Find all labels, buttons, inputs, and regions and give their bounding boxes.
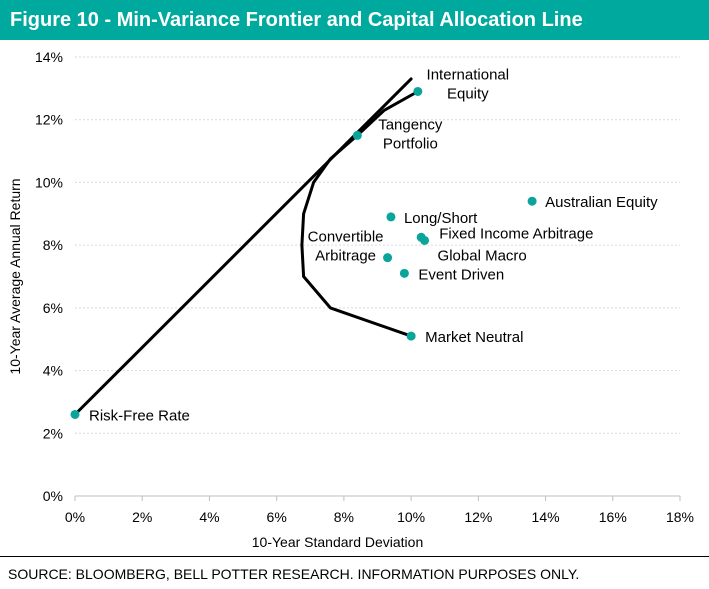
x-tick-label: 8% xyxy=(334,509,354,525)
chart-container: 0% 2% 4% 6% 8% 10% 12% 14% 0% 2% 4% 6% 8% 10% 12% 14% 16… xyxy=(0,40,709,555)
x-axis-title: 10-Year Standard Deviation xyxy=(252,534,424,550)
label-line: Portfolio xyxy=(383,135,438,152)
y-tick-label: 0% xyxy=(43,488,63,504)
x-tick-label: 14% xyxy=(532,509,560,525)
point-convertible-arbitrage xyxy=(383,253,393,263)
y-tick-label: 4% xyxy=(43,363,63,379)
point-event-driven xyxy=(399,268,409,278)
label-line: International xyxy=(427,66,510,83)
point-long-short xyxy=(386,212,396,222)
label-event-driven: Event Driven xyxy=(418,266,504,283)
point-global-macro xyxy=(420,235,430,245)
point-tangency-portfolio xyxy=(352,130,362,140)
figure-title: Figure 10 - Min-Variance Frontier and Ca… xyxy=(0,0,709,40)
label-line: Global Macro xyxy=(438,247,527,264)
label-global-macro: Global Macro xyxy=(438,247,527,264)
chart-svg: 0% 2% 4% 6% 8% 10% 12% 14% 0% 2% 4% 6% 8% 10% 12% 14% 16… xyxy=(7,49,694,550)
label-market-neutral: Market Neutral xyxy=(425,329,523,346)
point-market-neutral xyxy=(406,331,416,341)
label-fixed-income-arbitrage: Fixed Income Arbitrage xyxy=(439,225,593,242)
label-line: Risk-Free Rate xyxy=(89,407,190,424)
point-risk-free-rate xyxy=(70,409,80,419)
y-tick-label: 10% xyxy=(35,174,63,190)
x-tick-label: 12% xyxy=(464,509,492,525)
x-tick-label: 18% xyxy=(666,509,694,525)
label-line: Arbitrage xyxy=(315,248,376,265)
label-australian-equity: Australian Equity xyxy=(545,194,658,211)
label-line: Equity xyxy=(447,85,489,102)
y-tick-label: 2% xyxy=(43,425,63,441)
grid-layer xyxy=(75,56,680,434)
label-line: Tangency xyxy=(378,116,443,133)
source-note: SOURCE: BLOOMBERG, BELL POTTER RESEARCH.… xyxy=(8,566,580,582)
x-tick-label: 4% xyxy=(199,509,219,525)
y-tick-label: 12% xyxy=(35,112,63,128)
point-international-equity xyxy=(413,86,423,96)
x-tick-label: 2% xyxy=(132,509,152,525)
min-variance-frontier-line xyxy=(300,90,420,338)
label-line: Australian Equity xyxy=(545,194,658,211)
label-tangency-portfolio: Tangency Portfolio xyxy=(378,116,443,152)
point-australian-equity xyxy=(527,196,537,206)
label-line: Convertible xyxy=(308,229,384,246)
label-line: Market Neutral xyxy=(425,329,523,346)
x-tick-label: 6% xyxy=(267,509,287,525)
y-tick-label: 8% xyxy=(43,237,63,253)
label-line: Long/Short xyxy=(404,210,478,227)
label-convertible-arbitrage: Convertible Arbitrage xyxy=(308,229,384,265)
label-line: Fixed Income Arbitrage xyxy=(439,225,593,242)
point-layer xyxy=(70,86,537,419)
label-international-equity: International Equity xyxy=(427,66,510,102)
y-tick-label: 6% xyxy=(43,300,63,316)
x-tick-label: 0% xyxy=(65,509,85,525)
x-tick-label: 10% xyxy=(397,509,425,525)
x-tick-label: 16% xyxy=(599,509,627,525)
axis-layer: 0% 2% 4% 6% 8% 10% 12% 14% 0% 2% 4% 6% 8% 10% 12% 14% 16… xyxy=(7,49,694,550)
y-axis-title: 10-Year Average Annual Return xyxy=(7,178,23,374)
label-risk-free-rate: Risk-Free Rate xyxy=(89,407,190,424)
footer-divider xyxy=(0,556,709,557)
y-tick-label: 14% xyxy=(35,49,63,65)
label-line: Event Driven xyxy=(418,266,504,283)
label-long-short: Long/Short xyxy=(404,210,478,227)
